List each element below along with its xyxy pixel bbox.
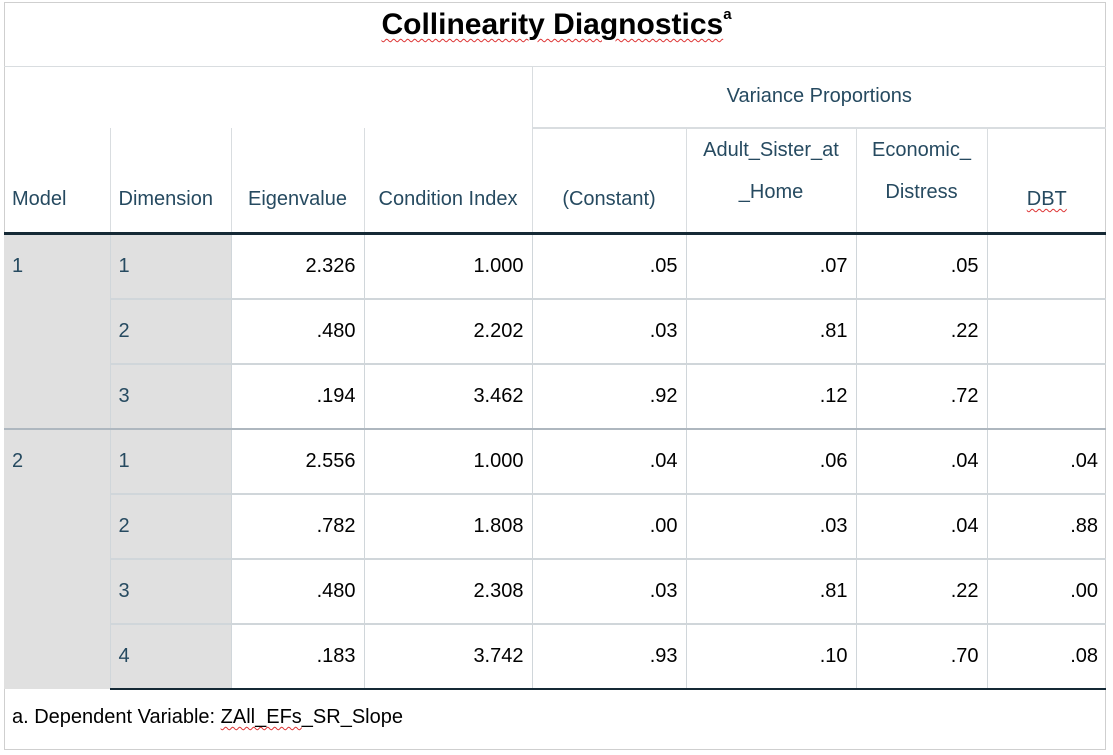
eigenvalue-cell: .183 (230, 622, 364, 690)
constant-cell: .03 (531, 557, 686, 624)
adult-sister-cell: .07 (685, 232, 856, 299)
diagnostics-table: Variance Proportions Model Dimension Eig… (4, 66, 1107, 690)
dbt-cell (986, 362, 1107, 429)
header-dbt-text: DBT (1026, 188, 1067, 210)
dbt-cell (986, 232, 1107, 299)
eigenvalue-cell: 2.326 (230, 232, 364, 299)
adult-sister-cell: .12 (685, 362, 856, 429)
adult-sister-cell: .03 (685, 492, 856, 559)
dbt-cell (986, 297, 1107, 364)
condition-index-cell: 2.202 (363, 297, 532, 364)
header-variance-proportions: Variance Proportions (531, 66, 1107, 129)
dimension-cell: 3 (109, 557, 231, 624)
header-constant: (Constant) (531, 128, 686, 234)
table-row: 2 .480 2.202 .03 .81 .22 (4, 297, 1107, 364)
header-row-columns: Model Dimension Eigenvalue Condition Ind… (4, 128, 1107, 234)
adult-sister-cell: .06 (685, 427, 856, 494)
model-cell: 1 (4, 232, 110, 429)
condition-index-cell: 3.462 (363, 362, 532, 429)
dimension-cell: 2 (109, 492, 231, 559)
header-eigenvalue: Eigenvalue (230, 128, 364, 234)
footnote-variable-part2: _SR_Slope (301, 706, 403, 728)
dimension-cell: 4 (109, 622, 231, 690)
economic-cell: .70 (855, 622, 987, 690)
economic-cell: .04 (855, 492, 987, 559)
model-cell: 2 (4, 427, 110, 689)
header-adult-sister-line2: _Home (738, 181, 804, 203)
table-title: Collinearity Diagnosticsa (0, 6, 1113, 42)
eigenvalue-cell: .480 (230, 557, 364, 624)
economic-cell: .22 (855, 557, 987, 624)
constant-cell: .04 (531, 427, 686, 494)
header-dimension: Dimension (109, 128, 231, 234)
dimension-cell: 1 (109, 427, 231, 494)
adult-sister-cell: .81 (685, 557, 856, 624)
constant-cell: .92 (531, 362, 686, 429)
header-adult-sister-at-home: Adult_Sister_at _Home (685, 128, 856, 234)
dbt-cell: .04 (986, 427, 1107, 494)
table-row: 2 1 2.556 1.000 .04 .06 .04 .04 (4, 427, 1107, 689)
constant-cell: .00 (531, 492, 686, 559)
eigenvalue-cell: .782 (230, 492, 364, 559)
header-economic-distress: Economic_ Distress (855, 128, 987, 234)
header-condition-index: Condition Index (363, 128, 532, 234)
adult-sister-cell: .10 (685, 622, 856, 690)
condition-index-cell: 1.000 (363, 427, 532, 494)
condition-index-cell: 1.000 (363, 232, 532, 299)
constant-cell: .05 (531, 232, 686, 299)
table-row: 3 .194 3.462 .92 .12 .72 (4, 362, 1107, 429)
economic-cell: .72 (855, 362, 987, 429)
header-dbt: DBT (986, 128, 1107, 234)
eigenvalue-cell: .194 (230, 362, 364, 429)
header-economic-line2: Distress (885, 181, 958, 203)
constant-cell: .93 (531, 622, 686, 690)
condition-index-cell: 2.308 (363, 557, 532, 624)
dbt-cell: .08 (986, 622, 1107, 690)
table-row: 2 .782 1.808 .00 .03 .04 .88 (4, 492, 1107, 559)
table-row: 1 1 2.326 1.000 .05 .07 .05 (4, 232, 1107, 429)
footnote-prefix: a. Dependent Variable: (12, 706, 221, 728)
table-footnote: a. Dependent Variable: ZAll_EFs_SR_Slope (12, 706, 403, 729)
header-economic-line1: Economic_ (872, 139, 971, 161)
header-model: Model (12, 188, 67, 210)
condition-index-cell: 1.808 (363, 492, 532, 559)
table-row: 3 .480 2.308 .03 .81 .22 .00 (4, 557, 1107, 624)
title-footnote-marker: a (723, 6, 732, 23)
eigenvalue-cell: 2.556 (230, 427, 364, 494)
header-row-group: Variance Proportions (4, 66, 1107, 129)
dbt-cell: .88 (986, 492, 1107, 559)
eigenvalue-cell: .480 (230, 297, 364, 364)
dimension-cell: 2 (109, 297, 231, 364)
table-row: 4 .183 3.742 .93 .10 .70 .08 (4, 622, 1107, 690)
dimension-cell: 3 (109, 362, 231, 429)
footnote-variable-part1: ZAll_EFs (220, 706, 302, 728)
header-adult-sister-line1: Adult_Sister_at (703, 139, 839, 161)
economic-cell: .05 (855, 232, 987, 299)
dimension-cell: 1 (109, 232, 231, 299)
condition-index-cell: 3.742 (363, 622, 532, 690)
adult-sister-cell: .81 (685, 297, 856, 364)
economic-cell: .04 (855, 427, 987, 494)
constant-cell: .03 (531, 297, 686, 364)
header-spacer (4, 66, 532, 128)
economic-cell: .22 (855, 297, 987, 364)
dbt-cell: .00 (986, 557, 1107, 624)
title-text: Collinearity Diagnostics (381, 8, 724, 41)
